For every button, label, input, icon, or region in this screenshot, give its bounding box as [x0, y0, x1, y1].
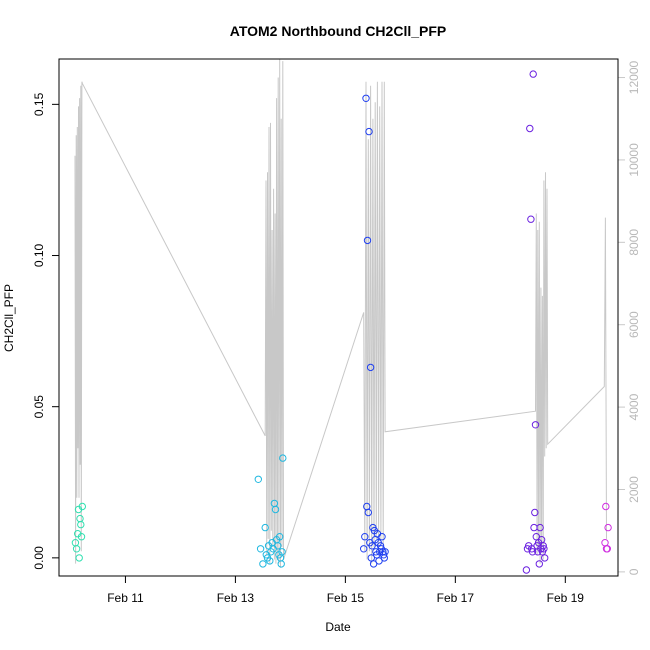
data-point	[274, 542, 282, 550]
data-point	[77, 533, 86, 541]
x-axis-label: Date	[325, 620, 351, 634]
y-axis-label: CH2Cll_PFP	[2, 284, 16, 352]
data-point	[540, 545, 548, 553]
data-point	[77, 520, 85, 529]
data-point	[536, 523, 544, 532]
data-point	[279, 454, 287, 462]
data-point	[535, 560, 543, 568]
data-point	[78, 502, 87, 511]
data-point	[381, 548, 389, 556]
chart-title: ATOM2 Northbound CH2Cll_PFP	[230, 23, 446, 39]
plot-frame	[58, 58, 619, 577]
trace-layer	[74, 58, 607, 568]
data-point	[360, 545, 368, 553]
x-tick-label: Feb 19	[547, 591, 585, 605]
data-point	[527, 215, 535, 223]
y2-tick-label: 2000	[627, 476, 641, 503]
data-point	[365, 127, 373, 136]
data-point	[364, 508, 372, 517]
data-point	[368, 542, 376, 550]
data-point	[526, 124, 534, 133]
data-point	[261, 523, 269, 532]
data-point	[276, 533, 284, 541]
y2-tick-label: 0	[627, 568, 641, 575]
data-point	[522, 566, 531, 574]
points-layer	[71, 70, 612, 574]
data-point	[529, 70, 537, 78]
y-tick-label: 0.00	[32, 546, 46, 570]
y2-tick-label: 12000	[627, 60, 641, 94]
data-point	[602, 502, 610, 511]
data-point	[278, 548, 286, 556]
data-point	[528, 548, 537, 556]
data-point	[541, 554, 549, 562]
data-point	[378, 533, 386, 541]
data-point	[539, 542, 547, 550]
data-point	[362, 94, 370, 103]
data-point	[72, 545, 81, 553]
y2-tick-label: 6000	[627, 311, 641, 338]
data-point	[256, 545, 265, 553]
data-point	[604, 523, 612, 532]
x-tick-label: Feb 15	[327, 591, 365, 605]
data-point	[363, 236, 372, 245]
data-point	[75, 554, 83, 562]
y-tick-label: 0.15	[32, 92, 46, 116]
data-point	[528, 545, 536, 553]
data-point	[366, 363, 375, 372]
data-point	[277, 560, 285, 568]
trace-line	[74, 58, 607, 568]
data-point	[369, 560, 378, 568]
data-point	[254, 475, 262, 483]
x-tick-label: Feb 13	[217, 591, 255, 605]
data-point	[259, 560, 267, 568]
data-point	[531, 421, 540, 429]
data-point	[266, 557, 274, 565]
y2-tick-label: 8000	[627, 229, 641, 256]
y-tick-label: 0.05	[32, 395, 46, 419]
y-tick-label: 0.10	[32, 243, 46, 267]
x-tick-label: Feb 17	[437, 591, 475, 605]
data-point	[531, 508, 539, 517]
data-point	[271, 505, 280, 514]
data-point	[603, 545, 611, 553]
data-point	[361, 533, 369, 541]
x-tick-label: Feb 11	[107, 591, 144, 605]
data-point	[372, 548, 380, 556]
y2-tick-label: 10000	[627, 143, 641, 177]
y2-tick-label: 4000	[627, 393, 641, 420]
